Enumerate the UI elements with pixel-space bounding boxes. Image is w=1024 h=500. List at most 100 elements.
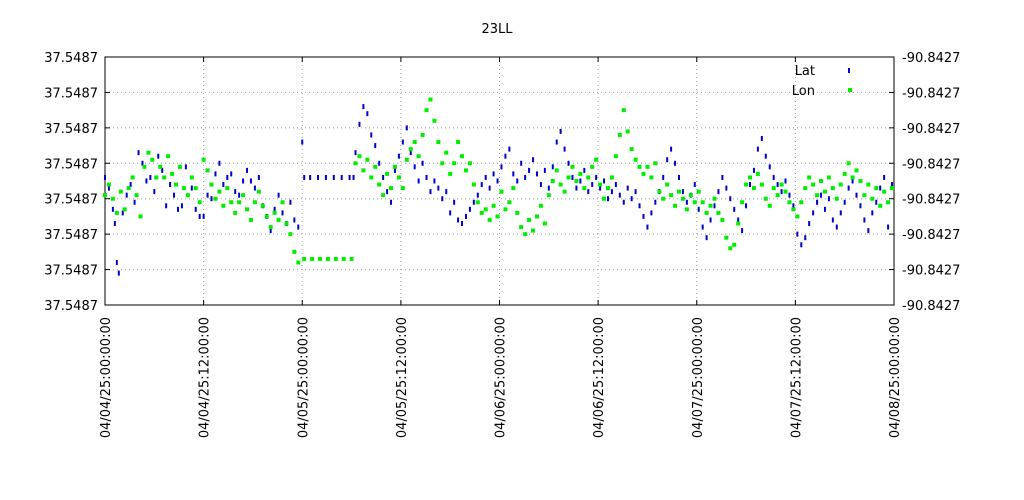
lon-point <box>241 193 246 198</box>
legend-marker-lon <box>848 88 852 92</box>
lat-point <box>437 185 440 191</box>
lat-point <box>760 135 763 141</box>
x-tick-label: 04/08/25:00:00:00 <box>888 317 903 438</box>
lon-point <box>759 182 764 187</box>
lon-point <box>118 189 123 194</box>
lon-point <box>755 171 760 176</box>
lon-point <box>890 186 895 191</box>
lon-point <box>724 235 729 240</box>
lon-point <box>357 154 362 159</box>
lat-point <box>492 171 495 177</box>
lat-point <box>693 182 696 188</box>
lat-point <box>137 150 140 156</box>
lon-point <box>475 200 480 205</box>
lon-point <box>546 193 551 198</box>
lat-point <box>674 160 677 166</box>
y-right-tick-label: -90.8427 <box>902 51 960 66</box>
x-tick-label: 04/07/25:00:00:00 <box>691 317 706 438</box>
lon-point <box>341 256 346 261</box>
y-left-tick-label: 37.5487 <box>44 193 98 208</box>
lat-point <box>366 111 369 117</box>
lat-point <box>277 192 280 198</box>
lon-point <box>205 168 210 173</box>
lon-point <box>154 175 159 180</box>
lon-point <box>467 161 472 166</box>
lat-point <box>823 206 826 212</box>
lon-point <box>744 182 749 187</box>
lon-point <box>150 157 155 162</box>
lat-point <box>539 182 542 188</box>
lon-point <box>460 154 465 159</box>
lat-point <box>317 174 320 180</box>
lon-point <box>605 186 610 191</box>
y-axis-right-labels: -90.8427 -90.8427 -90.8427 -90.8427 -90.8427… <box>902 51 960 314</box>
lat-point <box>516 178 519 184</box>
lon-point <box>534 214 539 219</box>
lat-point <box>579 178 582 184</box>
lon-point <box>170 171 175 176</box>
lon-point <box>385 171 390 176</box>
lat-point <box>737 217 740 223</box>
lon-point <box>296 260 301 265</box>
lon-point <box>365 157 370 162</box>
lon-point <box>570 164 575 169</box>
lat-point <box>587 189 590 195</box>
lat-point <box>386 189 389 195</box>
lon-point <box>452 161 457 166</box>
lon-point <box>676 189 681 194</box>
lat-point <box>733 206 736 212</box>
lon-point <box>310 256 315 261</box>
lat-point <box>433 178 436 184</box>
lon-point <box>432 118 437 123</box>
lat-point <box>835 224 838 230</box>
lon-point <box>519 225 524 230</box>
lat-point <box>670 146 673 152</box>
lon-point <box>811 182 816 187</box>
lat-point <box>630 196 633 202</box>
lon-point <box>688 193 693 198</box>
y-left-tick-label: 37.5487 <box>44 157 98 172</box>
lat-point <box>713 203 716 209</box>
lon-point <box>252 200 257 205</box>
lat-point <box>839 210 842 216</box>
lat-point <box>393 167 396 173</box>
lon-point <box>566 175 571 180</box>
lat-point <box>847 185 850 191</box>
lat-point <box>425 174 428 180</box>
lon-point <box>134 193 139 198</box>
lon-point <box>791 207 796 212</box>
lat-point <box>269 228 272 234</box>
lat-point <box>214 171 217 177</box>
lat-point <box>524 174 527 180</box>
lon-point <box>264 214 269 219</box>
lat-point <box>875 199 878 205</box>
lat-point <box>752 167 755 173</box>
lon-point <box>649 175 654 180</box>
lon-point <box>598 182 603 187</box>
lat-point <box>887 224 890 230</box>
lat-point <box>555 139 558 145</box>
lat-point <box>421 160 424 166</box>
legend-label-lat: Lat <box>795 64 815 79</box>
lon-point <box>748 175 753 180</box>
lat-point <box>417 178 420 184</box>
lat-point <box>772 174 775 180</box>
lon-point <box>515 210 520 215</box>
lon-point <box>641 171 646 176</box>
lat-point <box>543 167 546 173</box>
lon-point <box>594 157 599 162</box>
lat-point <box>218 160 221 166</box>
lon-point <box>582 186 587 191</box>
lon-point <box>704 210 709 215</box>
lat-point <box>622 199 625 205</box>
lat-point <box>808 221 811 227</box>
y-left-tick-label: 37.5487 <box>44 122 98 137</box>
lat-point <box>405 125 408 131</box>
lon-point <box>197 200 202 205</box>
lon-point <box>633 157 638 162</box>
lat-point <box>289 199 292 205</box>
lat-point <box>547 185 550 191</box>
lat-point <box>610 189 613 195</box>
lon-point <box>233 210 238 215</box>
